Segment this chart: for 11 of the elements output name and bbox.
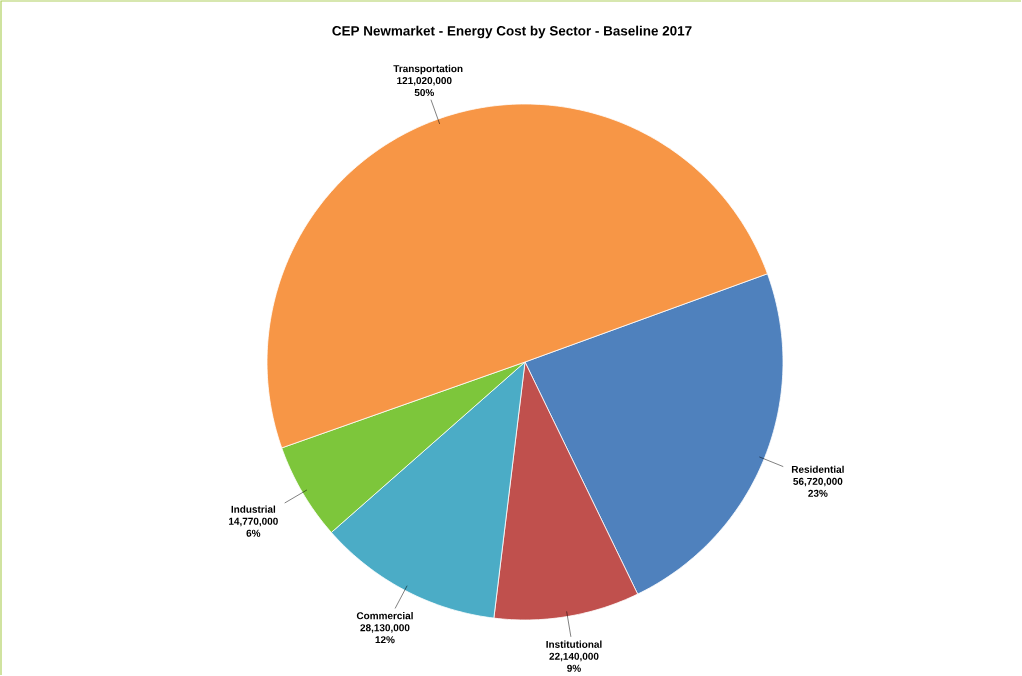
chart-title: CEP Newmarket - Energy Cost by Sector - Baseline 2017 xyxy=(332,25,692,39)
data-label: 22,140,000 9% xyxy=(549,653,599,672)
data-label: 14,770,000 6% xyxy=(229,517,278,537)
slice-label: Residential xyxy=(791,465,844,474)
slice-label: Industrial xyxy=(231,505,276,514)
data-label: 56,720,000 23% xyxy=(793,478,843,498)
data-label: 28,130,000 12% xyxy=(360,624,410,644)
slice-label: Institutional xyxy=(546,640,602,649)
slice-label: Transportation xyxy=(393,65,463,75)
slice-label: Commercial xyxy=(356,612,413,620)
data-label: 121,020,000 50% xyxy=(397,77,452,97)
